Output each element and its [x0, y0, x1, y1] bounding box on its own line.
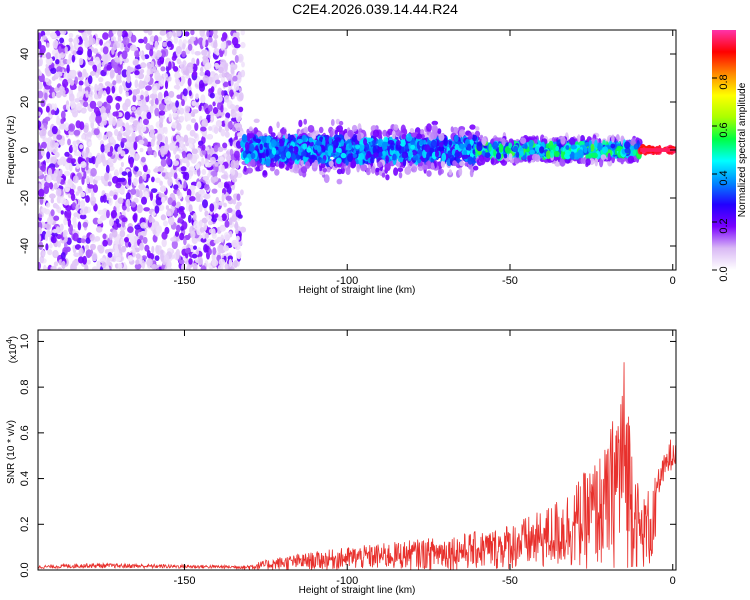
spectrogram-point: [177, 217, 183, 224]
spectrogram-point: [38, 233, 42, 243]
spectrogram-point: [69, 93, 75, 102]
spectrogram-point: [211, 253, 216, 262]
spectrogram-point: [174, 154, 180, 161]
spectrogram-point: [224, 117, 229, 126]
spectrogram-point: [184, 31, 190, 37]
spectrogram-point: [147, 30, 153, 36]
spectrogram-point: [81, 150, 86, 158]
spectrogram-point: [50, 209, 55, 217]
spectrogram-point: [240, 41, 246, 49]
spectrogram-point: [49, 193, 56, 199]
spectrogram-point: [119, 229, 126, 238]
spectrogram-point: [149, 35, 155, 43]
spectrogram-point: [108, 30, 114, 39]
spectrogram-point: [45, 31, 51, 36]
spectrogram-point: [132, 177, 138, 187]
spectrogram-point: [188, 214, 192, 224]
spectrogram-point: [164, 126, 168, 135]
spectrogram-point: [239, 226, 247, 233]
spectrogram-point: [167, 177, 173, 187]
spectrogram-point: [211, 188, 218, 194]
spectrogram-point: [229, 137, 233, 147]
spectrogram-point: [182, 60, 187, 67]
spectrogram-point: [217, 181, 225, 189]
spectrogram-point: [213, 34, 219, 39]
spectrogram-point: [98, 77, 104, 83]
spectrogram-point: [165, 205, 169, 210]
spectrogram-point: [159, 30, 167, 36]
spectrogram-point: [126, 207, 130, 212]
spectrogram-point: [49, 182, 54, 190]
spectrogram-point: [72, 110, 78, 118]
spectrogram-point: [45, 243, 49, 251]
spectrogram-point: [186, 124, 192, 131]
spectrogram-point: [79, 200, 86, 209]
page-title: C2E4.2026.039.14.44.R24: [292, 1, 458, 17]
spectrogram-point: [97, 68, 102, 75]
spectrogram-point: [173, 84, 181, 90]
spectrogram-point: [57, 267, 63, 270]
spectrogram-point: [38, 261, 41, 270]
spectrogram-point: [200, 237, 207, 243]
snr-xtick-label: -150: [173, 575, 195, 587]
spectrogram-point: [143, 30, 149, 34]
spectrogram-point: [171, 240, 178, 250]
spectrogram-point: [77, 221, 82, 231]
spectrogram-point: [109, 233, 113, 241]
spectrogram-point: [143, 118, 149, 126]
spectrogram-point: [190, 181, 198, 187]
spectrogram-point: [99, 39, 103, 46]
spectrogram-point: [86, 259, 91, 265]
spectrogram-point: [132, 94, 137, 103]
spectrogram-point: [158, 103, 165, 111]
spectrogram-point: [141, 255, 148, 260]
spectrogram-point: [168, 90, 175, 98]
spectrogram-points: [38, 30, 676, 270]
spectrogram-point: [195, 101, 200, 108]
spectrogram-point: [231, 48, 237, 56]
spectrogram-point: [56, 115, 60, 123]
spectrogram-point: [186, 265, 191, 270]
spectrogram-point: [149, 93, 156, 99]
spectrogram-point: [92, 64, 97, 73]
spectrogram-point: [161, 171, 166, 177]
spectrogram-point: [151, 245, 155, 254]
spectrogram-point: [68, 37, 73, 43]
spectrogram-point: [139, 147, 144, 153]
spectrogram-point: [115, 102, 121, 111]
spectrogram-point: [193, 169, 198, 175]
spectrogram-point: [116, 73, 122, 83]
spectrogram-point: [212, 101, 216, 107]
spectrogram-point: [73, 252, 80, 258]
spectrogram-point: [191, 48, 195, 55]
spectrogram-point: [203, 193, 211, 200]
spectrogram-point: [175, 145, 179, 152]
spectrogram-point: [225, 112, 231, 119]
spectrogram-point: [143, 207, 151, 212]
spectrogram-point: [213, 47, 219, 55]
spectrogram-point: [188, 258, 193, 265]
spectrogram-point: [136, 204, 143, 214]
spectrogram-point: [82, 255, 87, 265]
spectrogram-point: [192, 262, 198, 270]
spectrogram-point: [81, 176, 85, 185]
snr-series-line: [38, 362, 676, 570]
spectrogram-point: [169, 142, 175, 151]
spectrogram-point: [219, 224, 226, 232]
spectrogram-point: [115, 96, 122, 101]
spectrogram-point: [53, 250, 59, 258]
spectrogram-point: [97, 209, 104, 215]
spectrogram-point: [199, 71, 205, 77]
spectrogram-point: [170, 237, 177, 242]
spectrogram-point: [198, 219, 203, 228]
spectrogram-point: [120, 161, 124, 168]
spectrogram-point: [179, 107, 185, 115]
spectrogram-point: [191, 57, 196, 65]
